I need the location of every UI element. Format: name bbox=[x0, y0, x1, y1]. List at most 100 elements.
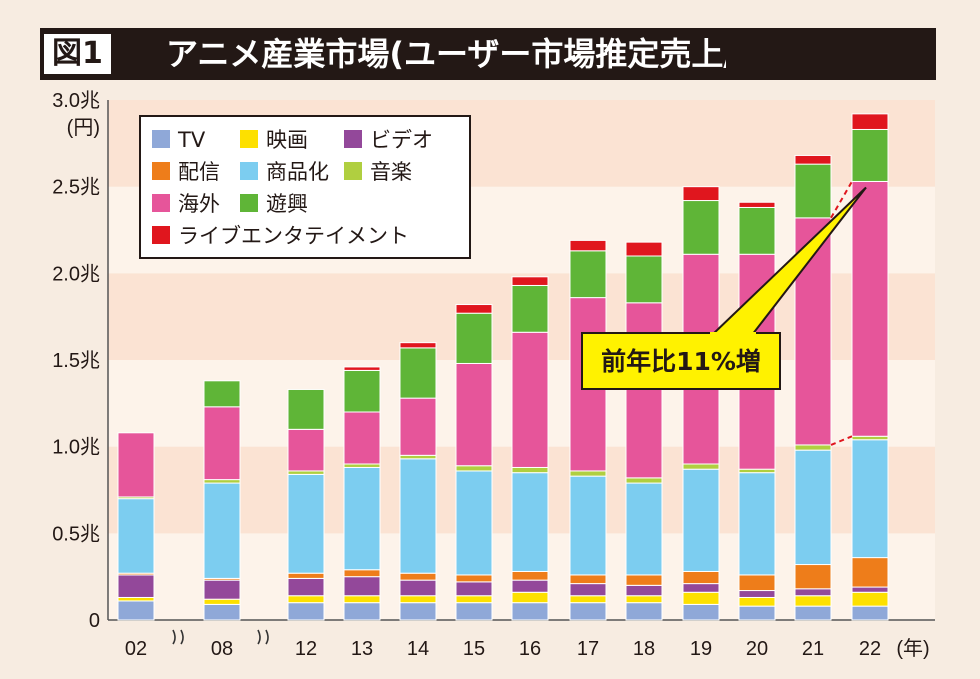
bar-segment bbox=[511, 591, 549, 604]
bar-segment bbox=[851, 113, 889, 130]
callout-box bbox=[581, 332, 781, 390]
bar-segment bbox=[625, 595, 663, 604]
bar-segment bbox=[203, 406, 241, 481]
bar-segment bbox=[399, 602, 437, 621]
bar-segment bbox=[682, 200, 720, 255]
y-axis-unit: (円) bbox=[67, 117, 100, 139]
bar-segment bbox=[117, 574, 155, 598]
bar-segment bbox=[511, 276, 549, 286]
bar-segment bbox=[343, 463, 381, 468]
legend-label: 商品化 bbox=[266, 160, 329, 184]
x-tick-label: 16 bbox=[519, 638, 541, 660]
bar-segment bbox=[738, 596, 776, 607]
bar-segment bbox=[455, 470, 493, 576]
bar-segment bbox=[794, 588, 832, 597]
axis-break-mark bbox=[172, 629, 184, 645]
bar-segment bbox=[399, 595, 437, 604]
bar-segment bbox=[738, 590, 776, 598]
bar-segment bbox=[794, 605, 832, 621]
x-tick-label: 19 bbox=[690, 638, 712, 660]
bar-segment bbox=[569, 250, 607, 299]
y-tick-label: 0.5兆 bbox=[52, 522, 100, 545]
bar-segment bbox=[455, 581, 493, 597]
bar-segment bbox=[682, 468, 720, 572]
bar-segment bbox=[203, 603, 241, 621]
y-tick-label: 1.0兆 bbox=[52, 436, 100, 459]
bar-segment bbox=[851, 435, 889, 441]
bar-segment bbox=[625, 584, 663, 597]
bar-segment bbox=[287, 595, 325, 604]
x-tick-label: 21 bbox=[802, 638, 824, 660]
bar-segment bbox=[343, 569, 381, 578]
bar-segment bbox=[569, 239, 607, 252]
bar-segment bbox=[569, 602, 607, 621]
bar-segment bbox=[203, 380, 241, 408]
bar-segment bbox=[203, 598, 241, 605]
growth-guide-line bbox=[830, 435, 853, 446]
y-tick-label: 2.5兆 bbox=[52, 176, 100, 199]
x-tick-label: 12 bbox=[295, 638, 317, 660]
legend-swatch bbox=[240, 194, 258, 212]
legend-label: 音楽 bbox=[370, 160, 412, 184]
bar-segment bbox=[399, 579, 437, 597]
bar-segment bbox=[455, 304, 493, 314]
legend-label: 配信 bbox=[178, 160, 220, 184]
bar-segment bbox=[738, 472, 776, 576]
bar-segment bbox=[569, 475, 607, 576]
bar-segment bbox=[455, 602, 493, 621]
legend-swatch bbox=[240, 162, 258, 180]
bar-segment bbox=[738, 605, 776, 621]
legend-box bbox=[139, 115, 471, 259]
legend-swatch bbox=[152, 130, 170, 148]
bar-segment bbox=[682, 463, 720, 470]
x-axis-unit: (年) bbox=[896, 637, 929, 660]
bar-segment bbox=[625, 482, 663, 576]
bar-segment bbox=[399, 572, 437, 581]
legend-label: TV bbox=[177, 128, 206, 152]
legend-swatch bbox=[152, 194, 170, 212]
bar-segment bbox=[625, 255, 663, 304]
legend-label: 海外 bbox=[178, 192, 220, 216]
bar-segment bbox=[117, 596, 155, 602]
bar-segment bbox=[287, 602, 325, 621]
bar-segment bbox=[343, 411, 381, 465]
bar-segment bbox=[455, 465, 493, 472]
bar-segment bbox=[343, 595, 381, 604]
bar-segment bbox=[738, 206, 776, 255]
x-tick-label: 17 bbox=[577, 638, 599, 660]
bar-segment bbox=[738, 468, 776, 474]
bar-segment bbox=[851, 439, 889, 559]
bar-segment bbox=[511, 466, 549, 474]
bar-segment bbox=[117, 498, 155, 574]
bar-segment bbox=[794, 163, 832, 219]
title-bar: 図1 アニメ産業市場(ユーザー市場推定売上/広義の bbox=[40, 28, 936, 80]
x-tick-label: 13 bbox=[351, 638, 373, 660]
bar-segment bbox=[287, 470, 325, 475]
legend-label: 映画 bbox=[266, 128, 308, 152]
axis-break-mark bbox=[257, 629, 269, 645]
bar-segment bbox=[343, 576, 381, 597]
bar-segment bbox=[455, 312, 493, 364]
bar-segment bbox=[511, 602, 549, 621]
callout-label: 前年比11%増 bbox=[601, 347, 761, 376]
x-tick-label: 20 bbox=[746, 638, 768, 660]
bar-segment bbox=[511, 284, 549, 333]
bar-segment bbox=[399, 458, 437, 574]
bar-segment bbox=[625, 574, 663, 586]
bar-segment bbox=[287, 473, 325, 574]
bar-segment bbox=[682, 186, 720, 202]
bar-segment bbox=[625, 477, 663, 484]
figure-label: 図1 bbox=[44, 34, 111, 74]
bar-segment bbox=[682, 570, 720, 585]
bar-segment bbox=[399, 397, 437, 456]
bar-segment bbox=[625, 302, 663, 479]
bar-segment bbox=[682, 591, 720, 605]
bar-segment bbox=[343, 366, 381, 371]
bar-segment bbox=[682, 603, 720, 621]
bar-segment bbox=[117, 432, 155, 498]
bar-segment bbox=[287, 577, 325, 597]
bar-segment bbox=[203, 479, 241, 484]
bar-segment bbox=[343, 466, 381, 571]
bar-segment bbox=[287, 388, 325, 430]
bar-segment bbox=[794, 444, 832, 451]
